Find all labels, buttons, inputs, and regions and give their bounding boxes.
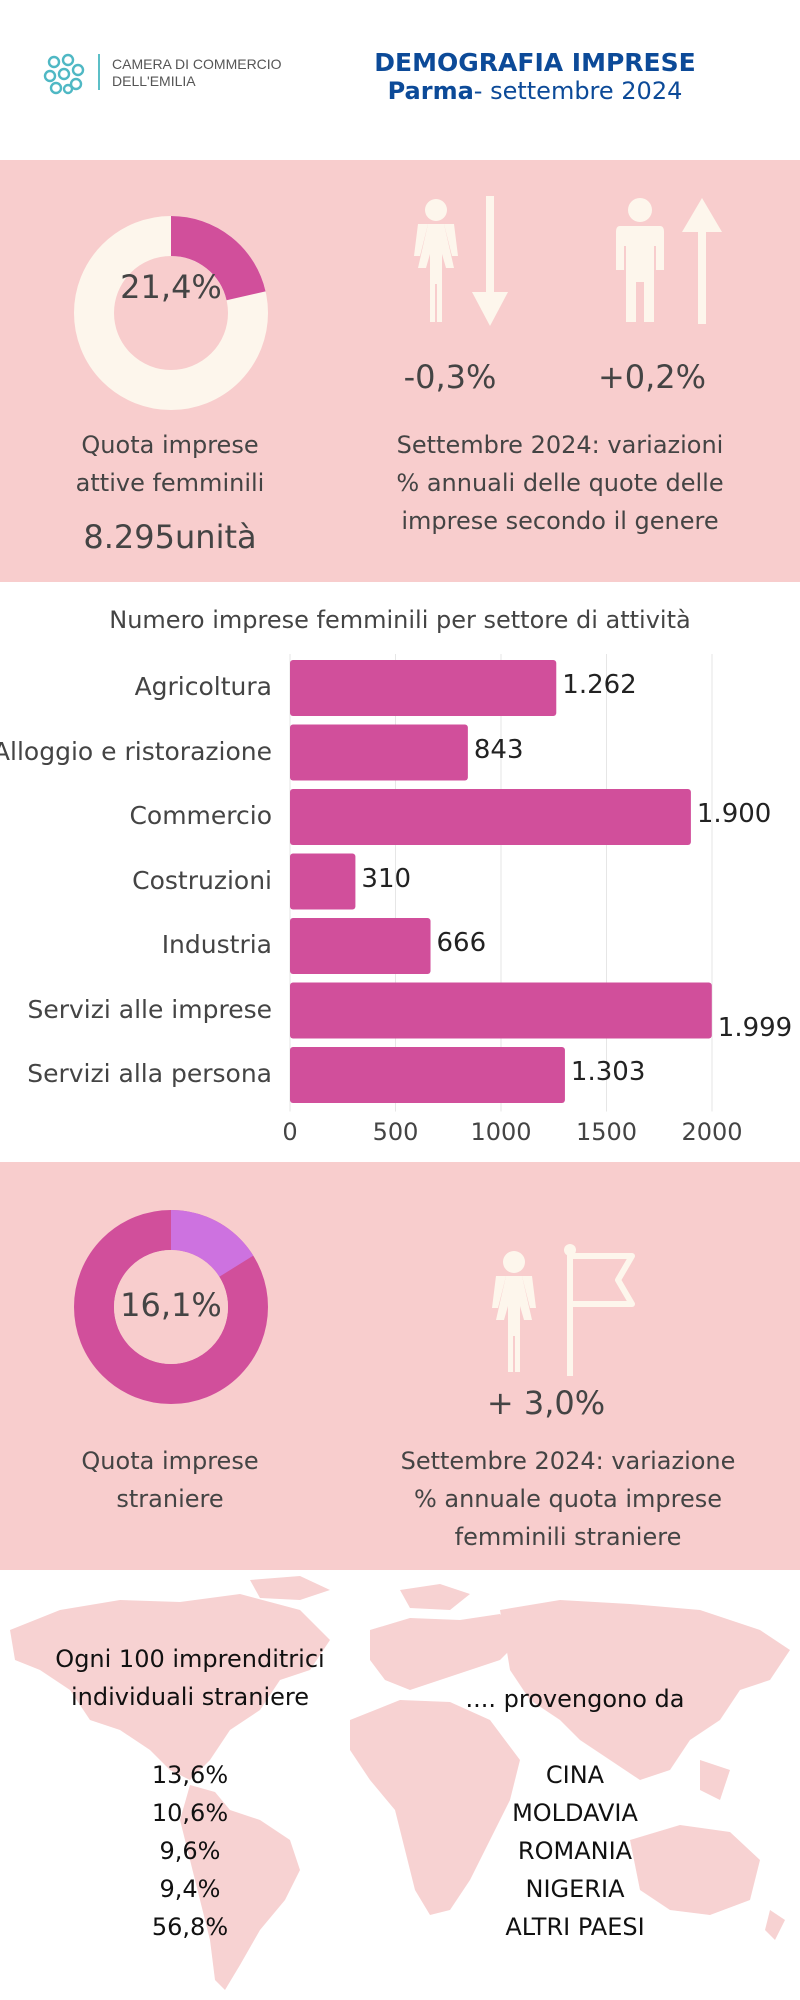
man-up-arrow-icon — [616, 198, 722, 324]
org-line-2: DELL'EMILIA — [112, 73, 196, 89]
female-share-caption: Quota imprese attive femminili — [40, 426, 300, 502]
gender-variation-caption: Settembre 2024: variazioni % annuali del… — [380, 426, 740, 540]
bar-costruzioni — [290, 853, 356, 910]
tick-label: 2000 — [681, 1117, 743, 1146]
caption-line: femminili straniere — [454, 1523, 682, 1551]
tick-label: 500 — [372, 1117, 419, 1146]
subtitle-date: - settembre 2024 — [473, 77, 683, 105]
female-variation-value: -0,3% — [403, 358, 497, 396]
camera-commercio-logo-icon — [43, 53, 85, 95]
female-share-value: 21,4% — [120, 268, 222, 306]
category-label: Servizi alle imprese — [27, 994, 272, 1024]
origins-country-list: CINA MOLDAVIA ROMANIA NIGERIA ALTRI PAESI — [430, 1756, 720, 1946]
female-share-donut — [74, 216, 268, 410]
logo-divider — [98, 54, 100, 90]
value-label: 666 — [436, 928, 487, 958]
origin-percentage: 9,6% — [159, 1837, 221, 1865]
tick-label: 0 — [282, 1117, 298, 1146]
heading-line: individuali straniere — [70, 1683, 309, 1711]
page-subtitle: Parma- settembre 2024 — [340, 76, 730, 106]
value-label: 310 — [361, 863, 412, 894]
foreign-share-value: 16,1% — [120, 1286, 222, 1324]
bar-industria — [290, 918, 431, 974]
foreign-share-section: 16,1% Quota imprese straniere + 3,0% Set… — [0, 1162, 800, 1570]
origin-country: CINA — [545, 1761, 605, 1789]
origin-percentage: 13,6% — [151, 1761, 229, 1789]
caption-line: % annuali delle quote delle — [396, 469, 724, 497]
donut-hole — [114, 1250, 228, 1364]
caption-line: attive femminili — [75, 469, 265, 497]
origin-percentage: 9,4% — [159, 1875, 221, 1903]
foreign-variation-value: + 3,0% — [486, 1384, 606, 1422]
value-label: 1.303 — [570, 1057, 646, 1087]
origins-percentage-list: 13,6% 10,6% 9,6% 9,4% 56,8% — [90, 1756, 290, 1946]
female-units: 8.295unità — [83, 518, 257, 556]
male-variation-value: +0,2% — [597, 358, 707, 396]
origin-country: ROMANIA — [517, 1837, 633, 1865]
sector-chart-section: Numero imprese femminili per settore di … — [0, 582, 800, 1162]
origin-country: NIGERIA — [525, 1875, 625, 1903]
header: CAMERA DI COMMERCIO DELL'EMILIA DEMOGRAF… — [0, 0, 800, 160]
caption-line: straniere — [116, 1485, 224, 1513]
world-map-icon — [10, 1576, 790, 1990]
caption-line: imprese secondo il genere — [401, 507, 719, 535]
tick-label: 1500 — [575, 1117, 638, 1146]
foreign-share-caption: Quota imprese straniere — [40, 1442, 300, 1518]
value-label: 1.999 — [717, 1012, 793, 1043]
category-label: Costruzioni — [132, 865, 272, 895]
category-label: Servizi alla persona — [27, 1059, 272, 1088]
caption-line: Quota imprese — [81, 431, 259, 459]
woman-flag-icon — [492, 1244, 635, 1376]
origins-right-heading: .... provengono da — [465, 1685, 685, 1713]
woman-down-arrow-icon — [414, 196, 508, 326]
value-label: 1.262 — [562, 670, 637, 700]
subtitle-city: Parma — [387, 77, 474, 105]
page-title: DEMOGRAFIA IMPRESE — [374, 48, 696, 77]
category-label: Agricoltura — [134, 672, 272, 701]
value-label: 1.900 — [696, 799, 772, 829]
caption-line: Settembre 2024: variazioni — [396, 431, 724, 459]
donut-female-arc — [74, 216, 268, 410]
caption-line: Quota imprese — [81, 1447, 259, 1475]
bar-agricoltura — [290, 660, 557, 716]
bar-servizi-alla-persona — [290, 1047, 565, 1103]
bar-servizi-alle-imprese — [290, 982, 712, 1039]
bar-alloggio-e-ristorazione — [290, 724, 468, 781]
logo-text: CAMERA DI COMMERCIO DELL'EMILIA — [112, 56, 282, 90]
tick-label: 1000 — [470, 1117, 532, 1146]
origin-country: MOLDAVIA — [512, 1799, 638, 1827]
foreign-variation-caption: Settembre 2024: variazione % annuale quo… — [378, 1442, 758, 1556]
category-label: Industria — [161, 930, 272, 959]
caption-line: Settembre 2024: variazione — [400, 1447, 736, 1475]
origin-percentage: 56,8% — [151, 1913, 229, 1941]
sector-bar-chart — [289, 654, 713, 1112]
category-label: Alloggio e ristorazione — [0, 736, 272, 766]
bar-commercio — [290, 789, 691, 845]
origin-country: ALTRI PAESI — [505, 1913, 645, 1941]
caption-line: % annuale quota imprese — [413, 1485, 723, 1513]
heading-line: Ogni 100 imprenditrici — [55, 1645, 325, 1673]
origins-section: Ogni 100 imprenditrici individuali stran… — [0, 1570, 800, 2000]
origin-percentage: 10,6% — [151, 1799, 229, 1827]
female-share-section: 21,4% Quota imprese attive femminili 8.2… — [0, 160, 800, 582]
chart-title: Numero imprese femminili per settore di … — [109, 606, 691, 634]
donut-foreign-arc — [74, 1210, 268, 1404]
foreign-share-donut — [74, 1210, 268, 1404]
org-line-1: CAMERA DI COMMERCIO — [112, 56, 282, 72]
value-label: 843 — [473, 734, 524, 765]
category-label: Commercio — [129, 801, 272, 830]
origins-left-heading: Ogni 100 imprenditrici individuali stran… — [40, 1640, 340, 1716]
